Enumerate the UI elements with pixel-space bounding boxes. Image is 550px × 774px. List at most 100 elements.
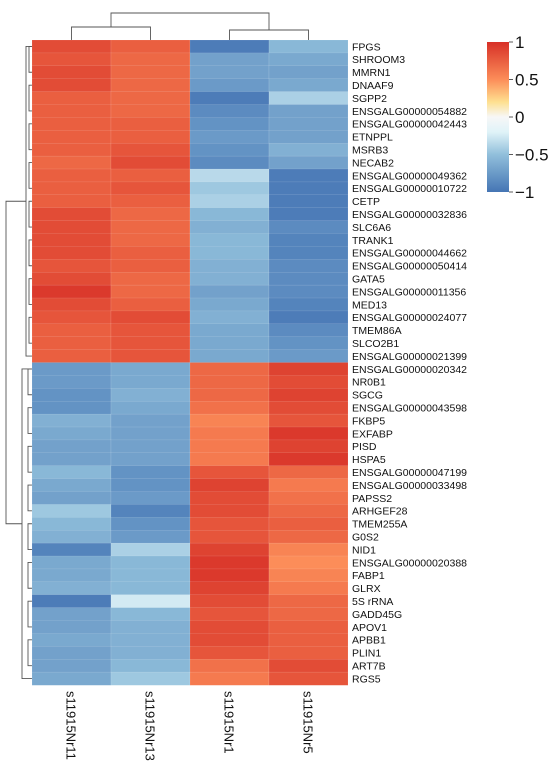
row-label: ETNPPL bbox=[352, 132, 393, 144]
heatmap-cell bbox=[189, 620, 270, 634]
heatmap-cell bbox=[189, 310, 270, 325]
heatmap-cell bbox=[268, 336, 349, 351]
heatmap-cell bbox=[268, 39, 349, 54]
row-dendrogram-branch bbox=[28, 316, 32, 344]
row-label: ENSGALG00000011356 bbox=[352, 286, 466, 298]
row-label: TRANK1 bbox=[352, 235, 394, 247]
heatmap-cell bbox=[189, 336, 270, 351]
heatmap-cell bbox=[189, 452, 270, 467]
heatmap-cell bbox=[31, 594, 112, 609]
row-label: ENSGALG00000049362 bbox=[352, 170, 467, 182]
heatmap-cells bbox=[31, 39, 349, 686]
heatmap-cell bbox=[189, 671, 270, 686]
heatmap-cell bbox=[189, 491, 270, 505]
row-dendrogram-branch bbox=[27, 523, 32, 550]
heatmap-cell bbox=[110, 568, 191, 583]
heatmap-cell bbox=[189, 78, 270, 93]
row-dendrogram-branch bbox=[27, 639, 32, 667]
heatmap-cell bbox=[268, 375, 349, 389]
row-label: NECAB2 bbox=[352, 157, 394, 169]
heatmap-cell bbox=[31, 323, 112, 338]
heatmap-cell bbox=[268, 478, 349, 493]
row-dendrogram-branch bbox=[27, 562, 32, 589]
row-label: ENSGALG00000020342 bbox=[352, 364, 467, 376]
heatmap-cell bbox=[189, 220, 270, 235]
heatmap-cell bbox=[31, 581, 112, 596]
heatmap-cell bbox=[31, 336, 112, 351]
heatmap-cell bbox=[189, 130, 270, 144]
heatmap-cell bbox=[110, 297, 191, 312]
heatmap-cell bbox=[110, 117, 191, 131]
row-label: ENSGALG00000010722 bbox=[352, 183, 467, 195]
heatmap-cell bbox=[268, 220, 349, 235]
heatmap-cell bbox=[268, 633, 349, 647]
row-dendrogram-branch bbox=[5, 200, 26, 525]
color-legend-tick-label: −1 bbox=[515, 183, 534, 202]
heatmap-cell bbox=[189, 168, 270, 183]
heatmap-cell bbox=[189, 39, 270, 54]
column-label: s11915Nr13 bbox=[143, 691, 158, 761]
heatmap-cell bbox=[189, 65, 270, 80]
column-label: s11915Nr1 bbox=[222, 691, 237, 754]
heatmap-cell bbox=[31, 568, 112, 583]
row-label: ENSGALG00000043598 bbox=[352, 402, 467, 414]
row-label: TMEM255A bbox=[352, 519, 407, 531]
heatmap-cell bbox=[268, 117, 349, 131]
row-label: FPGS bbox=[352, 41, 381, 53]
row-label: RGS5 bbox=[352, 673, 381, 685]
heatmap-cell bbox=[189, 413, 270, 428]
row-label: APOV1 bbox=[352, 622, 387, 634]
heatmap-cell bbox=[268, 388, 349, 402]
column-label: s11915Nr5 bbox=[301, 691, 316, 754]
heatmap-cell bbox=[189, 542, 270, 557]
heatmap-cell bbox=[268, 310, 349, 325]
heatmap-cell bbox=[189, 207, 270, 222]
heatmap-cell bbox=[31, 142, 112, 157]
heatmap-cell bbox=[268, 181, 349, 196]
heatmap-cell bbox=[31, 155, 112, 170]
heatmap-cell bbox=[268, 259, 349, 273]
row-label: CETP bbox=[352, 196, 380, 208]
row-label: ENSGALG00000033498 bbox=[352, 480, 467, 492]
heatmap-cell bbox=[189, 568, 270, 583]
heatmap-cell bbox=[110, 646, 191, 660]
heatmap-cell bbox=[110, 517, 191, 531]
column-label: s11915Nr11 bbox=[64, 691, 79, 760]
heatmap-cell bbox=[268, 401, 349, 415]
heatmap-cell bbox=[189, 297, 270, 312]
row-dendrogram-branch bbox=[27, 368, 32, 396]
heatmap-cell bbox=[31, 181, 112, 196]
row-dendrogram-branch bbox=[28, 200, 32, 228]
heatmap-cell bbox=[110, 542, 191, 557]
heatmap-cell bbox=[31, 246, 112, 260]
heatmap-cell bbox=[268, 607, 349, 621]
heatmap-cell bbox=[268, 104, 349, 118]
heatmap-cell bbox=[189, 465, 270, 480]
heatmap-cell bbox=[31, 65, 112, 80]
heatmap-cell bbox=[268, 78, 349, 93]
heatmap-cell bbox=[110, 530, 191, 544]
heatmap-cell bbox=[189, 504, 270, 518]
row-dendrogram-branch bbox=[27, 407, 32, 434]
heatmap-cell bbox=[110, 323, 191, 338]
heatmap-cell bbox=[110, 91, 191, 105]
color-legend: 1 0.5 0 −0.5 −1 bbox=[487, 33, 549, 202]
heatmap-cell bbox=[268, 168, 349, 183]
heatmap-cell bbox=[110, 336, 191, 351]
heatmap-cell bbox=[31, 52, 112, 67]
heatmap-cell bbox=[31, 413, 112, 428]
heatmap-cell bbox=[110, 272, 191, 286]
heatmap-cell bbox=[189, 246, 270, 260]
heatmap-cell bbox=[31, 39, 112, 54]
heatmap-cell bbox=[189, 401, 270, 415]
heatmap-cell bbox=[31, 401, 112, 415]
heatmap-cell bbox=[268, 362, 349, 376]
heatmap-cell bbox=[31, 104, 112, 118]
heatmap-cell bbox=[31, 465, 112, 480]
heatmap-cell bbox=[189, 117, 270, 131]
heatmap-cell bbox=[268, 504, 349, 518]
heatmap-cell bbox=[189, 259, 270, 273]
row-label: APBB1 bbox=[352, 635, 386, 647]
heatmap-cell bbox=[110, 633, 191, 647]
